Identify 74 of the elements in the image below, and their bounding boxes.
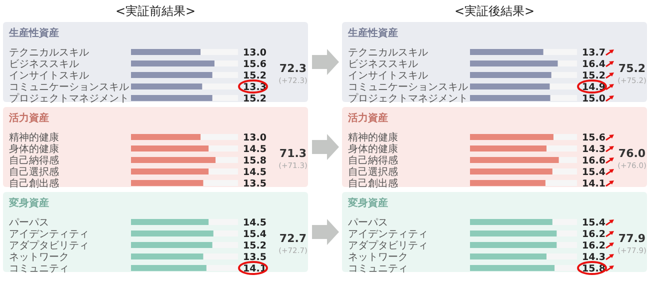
y-tick-label: アイデンティティ <box>348 229 428 240</box>
text: 活力資産 <box>8 112 49 124</box>
y-tick-label: コミュニケーションスキル <box>9 82 129 93</box>
data-label: 13.0 <box>243 48 267 58</box>
y-tick-label: インサイトスキル <box>9 70 89 82</box>
data-label: 15.2 <box>243 70 266 82</box>
y-tick-label: ビジネススキル <box>348 59 418 70</box>
y-tick-label: 自己創出感 <box>9 178 59 190</box>
y-tick-label: 自己納得感 <box>348 154 398 166</box>
data-label: 16.4 <box>582 59 606 70</box>
data-label: 14.5 <box>243 218 266 228</box>
text: 変身資産 <box>347 197 388 209</box>
data-label: 13.5 <box>243 252 266 263</box>
y-tick-label: プロジェクトマネジメント <box>9 92 129 104</box>
data-label: 13.5 <box>243 178 266 190</box>
text: 77.9 <box>618 232 646 245</box>
y-tick-label: ネットワーク <box>348 252 408 263</box>
data-label: 13.7 <box>582 48 606 58</box>
text: 72.3 <box>279 62 307 75</box>
data-label: 15.2 <box>582 70 606 82</box>
y-tick-label: 精神的健康 <box>348 132 398 144</box>
y-tick-label: 自己納得感 <box>9 154 59 166</box>
data-label: 15.4 <box>582 218 606 228</box>
y-tick-label: ネットワーク <box>9 252 69 263</box>
data-label: 14.3 <box>582 252 606 263</box>
data-label: 16.2 <box>582 240 606 252</box>
y-tick-label: プロジェクトマネジメント <box>348 92 468 104</box>
text: 変身資産 <box>8 197 49 209</box>
y-tick-label: 身体的健康 <box>9 143 59 155</box>
y-tick-label: アダプタビリティ <box>9 240 89 252</box>
data-label: 14.3 <box>582 144 606 155</box>
data-label: 14.5 <box>243 167 266 178</box>
y-tick-label: アダプタビリティ <box>348 240 428 252</box>
text: 75.2 <box>618 62 646 75</box>
data-label: 13.0 <box>243 132 267 144</box>
data-label: 15.4 <box>243 229 267 240</box>
data-label: 15.2 <box>243 94 266 104</box>
data-label: 15.6 <box>582 132 606 144</box>
y-tick-label: パーパス <box>347 218 388 228</box>
y-tick-label: アイデンティティ <box>9 229 89 240</box>
y-tick-label: 自己選択感 <box>348 166 398 178</box>
data-label: 15.8 <box>243 156 267 166</box>
text: 生産性資産 <box>347 27 398 39</box>
data-label: 15.6 <box>243 59 267 70</box>
y-tick-label: テクニカルスキル <box>348 48 428 58</box>
y-tick-label: コミュニティ <box>9 264 69 274</box>
chart-title: <実証前結果> <box>115 4 196 18</box>
text: 生産性資産 <box>8 27 59 39</box>
y-tick-label: 自己創出感 <box>348 178 398 190</box>
y-tick-label: 自己選択感 <box>9 166 59 178</box>
y-tick-label: ビジネススキル <box>9 59 79 70</box>
data-label: 14.1 <box>582 178 606 190</box>
data-label: 15.0 <box>582 94 606 104</box>
data-label: 14.5 <box>243 144 266 155</box>
y-tick-label: コミュニティ <box>348 264 408 274</box>
y-tick-label: 精神的健康 <box>9 132 59 144</box>
y-tick-label: コミュニケーションスキル <box>348 82 468 93</box>
text: 71.3 <box>279 147 307 160</box>
data-label: 15.2 <box>243 240 266 252</box>
chart-title: <実証後結果> <box>454 4 535 18</box>
text: 76.0 <box>618 147 646 160</box>
y-tick-label: パーパス <box>8 218 49 228</box>
y-tick-label: テクニカルスキル <box>9 48 89 58</box>
data-label: 14.9 <box>582 82 606 93</box>
data-label: 14.1 <box>243 264 266 274</box>
data-label: 16.2 <box>582 229 606 240</box>
text: 72.7 <box>279 232 307 245</box>
data-label: 16.6 <box>582 156 606 166</box>
y-tick-label: 身体的健康 <box>348 143 398 155</box>
y-tick-label: インサイトスキル <box>348 70 428 82</box>
data-label: 15.8 <box>582 264 606 274</box>
data-label: 15.4 <box>582 167 606 178</box>
text: 活力資産 <box>347 112 388 124</box>
data-label: 13.3 <box>243 82 266 93</box>
